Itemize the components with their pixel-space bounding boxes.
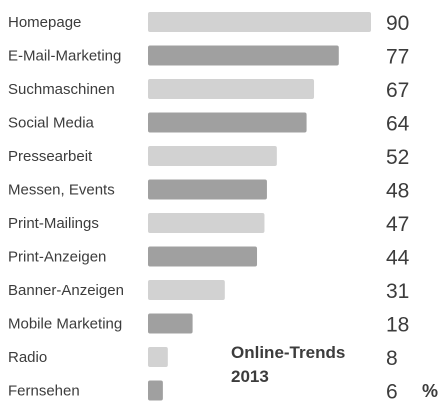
bar-11 [148,380,163,401]
value-label-4: 52 [386,146,409,169]
value-label-2: 67 [386,79,409,102]
category-label-4: Pressearbeit [8,148,93,165]
category-label-1: E-Mail-Marketing [8,48,121,65]
bar-8 [148,280,225,300]
bar-7 [148,246,258,267]
bar-1 [148,45,339,66]
category-label-5: Messen, Events [8,182,115,199]
value-label-0: 90 [386,12,409,35]
chart-title-line-1: Online-Trends [231,343,345,362]
unit-label: % [422,381,438,401]
value-label-11: 6 [386,381,398,404]
value-label-7: 44 [386,247,410,270]
bar-0 [148,12,371,32]
labels-layer: Homepage 90 E-Mail-Marketing 77 Suchmaschine… [8,12,410,404]
bar-9 [148,313,193,334]
category-label-9: Mobile Marketing [8,316,122,333]
chart-title-line-2: 2013 [231,367,269,386]
bar-2 [148,79,315,99]
category-label-3: Social Media [8,115,95,132]
value-label-10: 8 [386,347,398,370]
value-label-9: 18 [386,314,409,337]
bar-3 [148,112,307,133]
category-label-2: Suchmaschinen [8,81,115,98]
value-label-3: 64 [386,113,410,136]
value-label-8: 31 [386,280,409,303]
category-label-0: Homepage [8,14,81,31]
bars-layer [148,12,371,401]
category-label-7: Print-Anzeigen [8,249,106,266]
category-label-8: Banner-Anzeigen [8,282,124,299]
category-label-6: Print-Mailings [8,215,99,232]
bar-10 [148,347,168,367]
bar-6 [148,213,265,233]
bar-5 [148,179,267,200]
value-label-5: 48 [386,180,409,203]
value-label-6: 47 [386,213,409,236]
category-label-11: Fernsehen [8,383,80,400]
bar-4 [148,146,277,166]
value-label-1: 77 [386,46,409,69]
category-label-10: Radio [8,349,47,366]
